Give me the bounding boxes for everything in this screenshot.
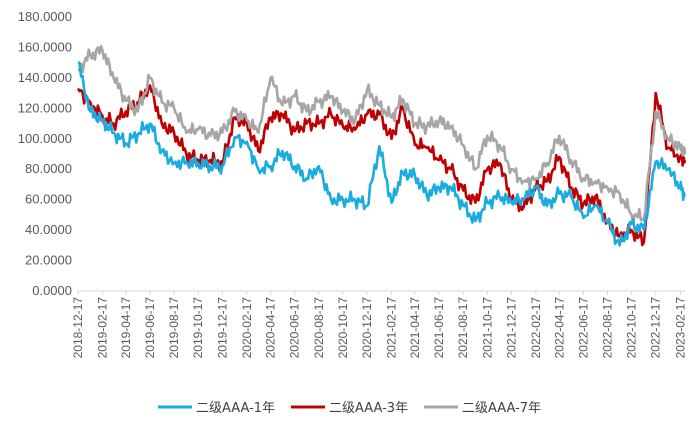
x-tick-label: 2020-10-17 bbox=[336, 297, 350, 359]
x-tick-label: 2021-08-17 bbox=[456, 297, 470, 359]
y-axis-tick-labels: 0.0000 20.0000 40.0000 60.0000 80.0000 100.00… bbox=[18, 9, 72, 298]
series-line-1 bbox=[77, 61, 686, 247]
x-axis-tick-labels: 2018-12-17 2019-02-17 2019-04-17 2019-06-17… bbox=[71, 291, 687, 358]
x-tick-label: 2021-12-17 bbox=[504, 297, 518, 359]
x-tick-label: 2022-12-17 bbox=[649, 297, 663, 359]
x-tick-label: 2022-02-17 bbox=[529, 297, 543, 359]
legend-label-3: 二级AAA-7年 bbox=[462, 401, 541, 416]
x-tick-label: 2020-04-17 bbox=[264, 297, 278, 359]
x-tick-label: 2021-10-17 bbox=[480, 297, 494, 359]
y-tick-label: 120.0000 bbox=[18, 100, 72, 115]
y-tick-label: 60.0000 bbox=[25, 192, 72, 207]
x-tick-label: 2021-06-17 bbox=[432, 297, 446, 359]
y-tick-label: 40.0000 bbox=[25, 222, 72, 237]
x-tick-label: 2020-08-17 bbox=[312, 297, 326, 359]
x-tick-label: 2020-12-17 bbox=[360, 297, 374, 359]
series-line-3 bbox=[77, 45, 687, 225]
x-tick-label: 2018-12-17 bbox=[71, 297, 85, 359]
y-tick-label: 0.0000 bbox=[32, 283, 72, 298]
x-tick-label: 2021-04-17 bbox=[408, 297, 422, 359]
legend: 二级AAA-1年 二级AAA-3年 二级AAA-7年 bbox=[158, 401, 541, 416]
y-tick-label: 20.0000 bbox=[25, 253, 72, 268]
x-tick-label: 2022-04-17 bbox=[552, 297, 566, 359]
x-tick-label: 2020-06-17 bbox=[288, 297, 302, 359]
y-tick-label: 160.0000 bbox=[18, 39, 72, 54]
legend-label-2: 二级AAA-3年 bbox=[329, 401, 408, 416]
x-tick-label: 2021-02-17 bbox=[385, 297, 399, 359]
x-tick-label: 2020-02-17 bbox=[240, 297, 254, 359]
x-tick-label: 2022-06-17 bbox=[576, 297, 590, 359]
series-lines bbox=[76, 45, 687, 247]
x-tick-label: 2023-02-17 bbox=[673, 297, 687, 359]
y-tick-label: 140.0000 bbox=[18, 70, 72, 85]
x-tick-label: 2019-06-17 bbox=[143, 297, 157, 359]
x-tick-label: 2019-04-17 bbox=[119, 297, 133, 359]
x-tick-label: 2022-10-17 bbox=[625, 297, 639, 359]
series-line-2 bbox=[76, 84, 687, 247]
x-tick-label: 2019-12-17 bbox=[215, 297, 229, 359]
x-tick-label: 2019-08-17 bbox=[167, 297, 181, 359]
y-tick-label: 100.0000 bbox=[18, 131, 72, 146]
y-tick-label: 180.0000 bbox=[18, 9, 72, 24]
x-tick-label: 2022-08-17 bbox=[600, 297, 614, 359]
x-tick-label: 2019-10-17 bbox=[191, 297, 205, 359]
legend-label-1: 二级AAA-1年 bbox=[196, 401, 275, 416]
y-tick-label: 80.0000 bbox=[25, 161, 72, 176]
x-tick-label: 2019-02-17 bbox=[96, 297, 110, 359]
